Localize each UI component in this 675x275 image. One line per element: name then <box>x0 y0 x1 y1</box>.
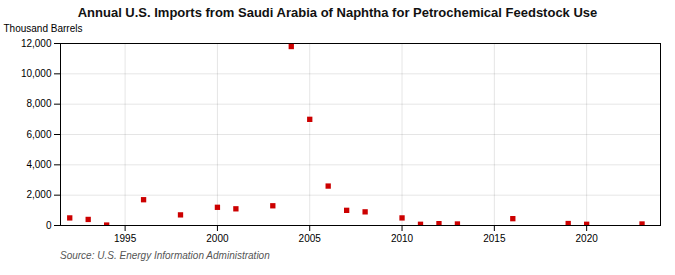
svg-text:2005: 2005 <box>299 233 322 244</box>
svg-text:0: 0 <box>46 220 52 231</box>
svg-text:2015: 2015 <box>483 233 506 244</box>
svg-text:4,000: 4,000 <box>26 159 51 170</box>
svg-text:2020: 2020 <box>576 233 599 244</box>
svg-text:10,000: 10,000 <box>21 68 52 79</box>
html-text:Annual U.S. Imports from Saudi: Annual U.S. Imports from Saudi Arabia of… <box>77 5 598 20</box>
html-text:Source: U.S. Energy Informatio: Source: U.S. Energy Information Administ… <box>60 250 270 261</box>
svg-text:2000: 2000 <box>206 233 229 244</box>
svg-text:8,000: 8,000 <box>26 98 51 109</box>
svg-text:2010: 2010 <box>391 233 414 244</box>
svg-text:12,000: 12,000 <box>21 38 52 49</box>
svg-text:Thousand Barrels: Thousand Barrels <box>4 23 83 34</box>
svg-text:6,000: 6,000 <box>26 129 51 140</box>
svg-text:1995: 1995 <box>114 233 137 244</box>
svg-text:2,000: 2,000 <box>26 189 51 200</box>
